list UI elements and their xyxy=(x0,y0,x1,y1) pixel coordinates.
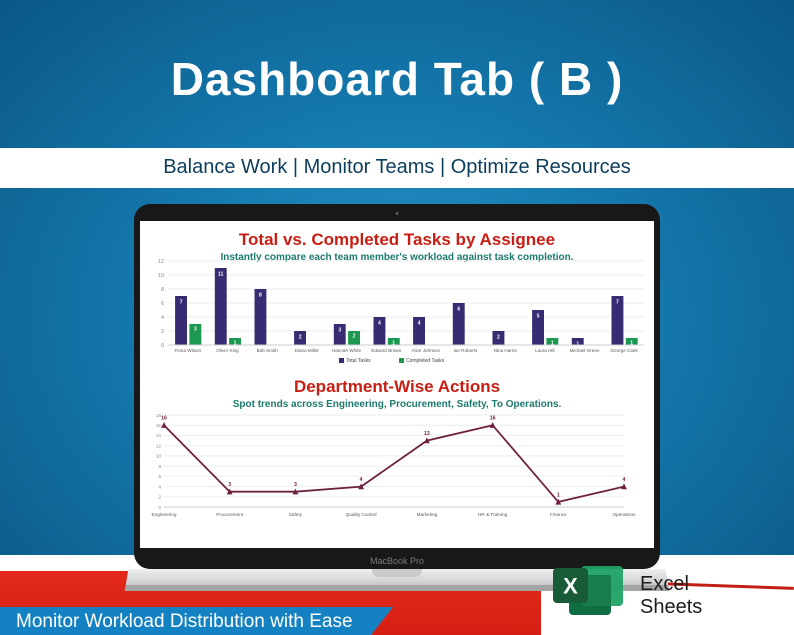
svg-text:7: 7 xyxy=(616,300,619,306)
svg-text:Excel: Excel xyxy=(640,573,689,595)
svg-text:8: 8 xyxy=(161,287,164,293)
svg-text:0: 0 xyxy=(158,505,161,510)
svg-text:Laura Hill: Laura Hill xyxy=(535,348,554,353)
svg-text:4: 4 xyxy=(161,315,164,321)
svg-text:Quality Control: Quality Control xyxy=(346,512,377,517)
svg-text:Ian Roberts: Ian Roberts xyxy=(454,348,478,353)
svg-text:12: 12 xyxy=(156,444,162,449)
svg-text:1: 1 xyxy=(557,492,560,498)
svg-text:1: 1 xyxy=(551,341,554,347)
svg-text:4: 4 xyxy=(378,321,381,327)
svg-text:2: 2 xyxy=(158,495,161,500)
svg-text:10: 10 xyxy=(158,273,164,279)
svg-text:1: 1 xyxy=(234,341,237,347)
svg-text:6: 6 xyxy=(457,307,460,313)
svg-text:6: 6 xyxy=(161,301,164,307)
svg-text:4: 4 xyxy=(623,477,626,483)
svg-text:4: 4 xyxy=(418,321,421,327)
svg-text:12: 12 xyxy=(158,259,164,265)
svg-text:Alice Johnson: Alice Johnson xyxy=(411,348,440,353)
svg-text:George Clark: George Clark xyxy=(611,348,639,353)
svg-text:Diana Miller: Diana Miller xyxy=(295,348,320,353)
svg-text:14: 14 xyxy=(156,433,162,438)
svg-text:Sheets: Sheets xyxy=(640,596,702,618)
svg-text:13: 13 xyxy=(424,431,430,437)
svg-text:Total Tasks: Total Tasks xyxy=(346,358,371,364)
svg-text:3: 3 xyxy=(338,328,341,334)
svg-text:4: 4 xyxy=(360,477,363,483)
svg-text:X: X xyxy=(563,574,578,599)
svg-text:Finance: Finance xyxy=(550,512,567,517)
svg-text:2: 2 xyxy=(299,335,302,341)
svg-text:Fiona Wilson: Fiona Wilson xyxy=(175,348,202,353)
svg-text:2: 2 xyxy=(161,329,164,335)
svg-text:7: 7 xyxy=(180,300,183,306)
svg-text:16: 16 xyxy=(156,423,162,428)
svg-text:HR & Training: HR & Training xyxy=(478,512,508,517)
svg-text:10: 10 xyxy=(156,454,162,459)
svg-text:16: 16 xyxy=(161,416,167,422)
svg-text:8: 8 xyxy=(259,293,262,299)
svg-text:Bob Smith: Bob Smith xyxy=(257,348,279,353)
svg-text:Procurement: Procurement xyxy=(216,512,244,517)
svg-text:Engineering: Engineering xyxy=(151,512,176,517)
svg-text:Nina Harris: Nina Harris xyxy=(494,348,518,353)
svg-text:0: 0 xyxy=(161,343,164,349)
svg-text:Hannah White: Hannah White xyxy=(332,348,362,353)
svg-text:3: 3 xyxy=(228,482,231,488)
svg-text:3: 3 xyxy=(194,327,197,333)
svg-text:2: 2 xyxy=(353,334,356,340)
svg-text:Oliver King: Oliver King xyxy=(216,348,239,353)
svg-text:3: 3 xyxy=(294,482,297,488)
svg-text:4: 4 xyxy=(158,484,161,489)
svg-text:6: 6 xyxy=(158,474,161,479)
svg-text:2: 2 xyxy=(497,335,500,341)
svg-text:Operations: Operations xyxy=(613,512,637,517)
svg-text:Completed Tasks: Completed Tasks xyxy=(406,358,445,364)
svg-text:1: 1 xyxy=(392,341,395,347)
svg-text:Marketing: Marketing xyxy=(417,512,438,517)
svg-text:5: 5 xyxy=(537,314,540,320)
svg-text:Safety: Safety xyxy=(289,512,303,517)
svg-text:Michael Green: Michael Green xyxy=(570,348,600,353)
svg-text:16: 16 xyxy=(490,416,496,422)
svg-text:8: 8 xyxy=(158,464,161,469)
svg-text:1: 1 xyxy=(630,341,633,347)
svg-text:Edward Brown: Edward Brown xyxy=(371,348,401,353)
svg-text:11: 11 xyxy=(218,272,224,278)
